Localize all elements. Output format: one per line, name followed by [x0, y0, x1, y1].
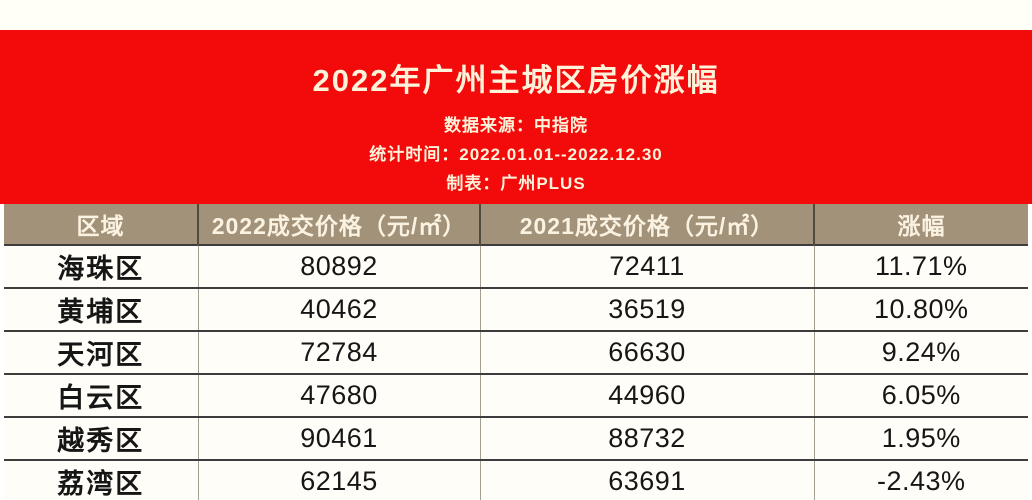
table-author-line: 制表：广州PLUS: [446, 174, 586, 193]
district-cell: 荔湾区: [57, 469, 145, 499]
price-2022-cell: 72784: [197, 331, 480, 374]
change-cell: -2.43%: [813, 460, 1028, 500]
table-row: 海珠区 80892 72411 11.71%: [4, 245, 1028, 288]
header-banner: 2022年广州主城区房价涨幅 数据来源：中指院 统计时间：2022.01.01-…: [0, 30, 1032, 204]
top-margin-strip: [0, 0, 1032, 30]
change-cell: 6.05%: [813, 374, 1028, 417]
price-2021-cell: 44960: [479, 374, 814, 417]
table-row: 黄埔区 40462 36519 10.80%: [4, 288, 1028, 331]
col-header-price-2022: 2022成交价格（元/㎡）: [197, 204, 480, 245]
col-header-change: 涨幅: [813, 204, 1028, 245]
table-header-row: 区域 2022成交价格（元/㎡） 2021成交价格（元/㎡） 涨幅: [4, 204, 1028, 245]
price-2022-cell: 47680: [197, 374, 480, 417]
table-row: 越秀区 90461 88732 1.95%: [4, 417, 1028, 460]
table-row: 白云区 47680 44960 6.05%: [4, 374, 1028, 417]
district-cell: 海珠区: [57, 254, 145, 284]
page-title: 2022年广州主城区房价涨幅: [312, 63, 720, 98]
price-2021-cell: 36519: [479, 288, 814, 331]
district-cell: 天河区: [57, 340, 145, 370]
district-cell: 黄埔区: [57, 297, 145, 327]
price-2022-cell: 80892: [197, 245, 480, 288]
price-2021-cell: 72411: [479, 245, 814, 288]
price-2022-cell: 40462: [197, 288, 480, 331]
table-row: 荔湾区 62145 63691 -2.43%: [4, 460, 1028, 500]
change-cell: 1.95%: [813, 417, 1028, 460]
stat-period-line: 统计时间：2022.01.01--2022.12.30: [369, 145, 663, 164]
district-cell: 越秀区: [57, 426, 145, 456]
price-2022-cell: 90461: [197, 417, 480, 460]
price-2022-cell: 62145: [197, 460, 480, 500]
district-cell: 白云区: [57, 383, 145, 413]
change-cell: 10.80%: [813, 288, 1028, 331]
col-header-district: 区域: [4, 204, 198, 245]
col-header-price-2021: 2021成交价格（元/㎡）: [479, 204, 814, 245]
change-cell: 9.24%: [813, 331, 1028, 374]
price-2021-cell: 88732: [479, 417, 814, 460]
price-2021-cell: 63691: [479, 460, 814, 500]
data-source-line: 数据来源：中指院: [444, 116, 588, 135]
change-cell: 11.71%: [813, 245, 1028, 288]
price-table: 区域 2022成交价格（元/㎡） 2021成交价格（元/㎡） 涨幅 海珠区 80…: [4, 204, 1028, 500]
price-2021-cell: 66630: [479, 331, 814, 374]
table-row: 天河区 72784 66630 9.24%: [4, 331, 1028, 374]
